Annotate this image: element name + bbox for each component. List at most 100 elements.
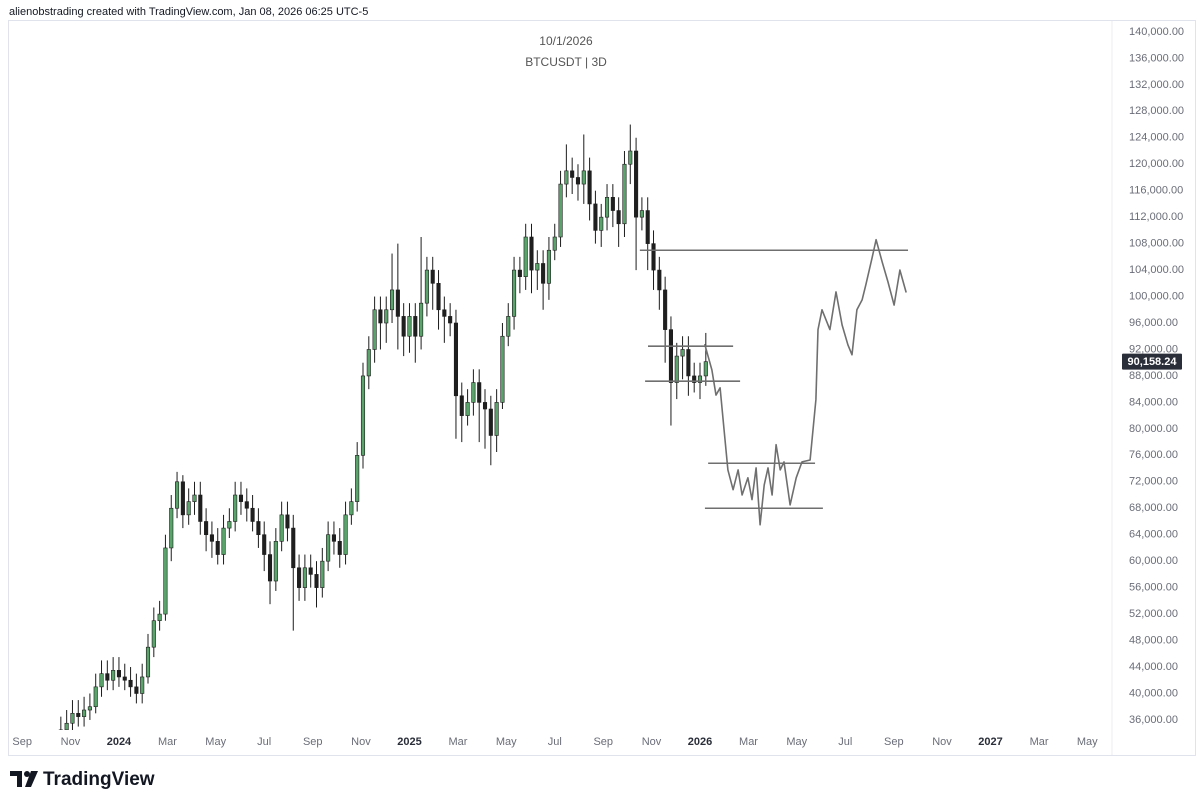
candle-body [326,534,331,562]
y-tick-label: 80,000.00 [1129,423,1178,435]
candle-body [209,534,214,542]
x-tick-label: Sep [303,736,323,748]
candle-body [500,335,505,403]
y-tick-label: 40,000.00 [1129,687,1178,699]
candle-body [105,673,110,681]
candle-body [593,203,598,231]
y-tick-label: 112,000.00 [1129,211,1183,223]
candle-body [291,527,296,569]
candle-body [506,316,511,337]
y-tick-label: 136,000.00 [1129,52,1184,64]
attribution: alienobstrading created with TradingView… [9,6,368,18]
candle-body [558,183,563,238]
candle-body [610,197,615,211]
y-tick-label: 104,000.00 [1129,264,1184,276]
candle-body [111,670,116,681]
candle-body [407,316,412,337]
candle-body [453,322,459,397]
candle-body [297,567,302,588]
candle-body [668,329,673,383]
x-tick-label: Nov [642,736,662,748]
y-tick-label: 76,000.00 [1129,449,1178,461]
candle-body [541,263,546,284]
y-tick-label: 116,000.00 [1129,185,1183,197]
x-tick-label: Mar [739,736,758,748]
candle-body [686,349,691,377]
last-price-label: 90,158.24 [1128,356,1178,368]
candle-body [523,236,528,278]
x-tick-label: Jul [838,736,852,748]
candle-body [169,507,174,549]
candle-body [401,316,406,337]
candle-body [674,355,679,383]
candle-body [151,620,156,648]
candle-body [697,375,703,383]
y-tick-label: 52,000.00 [1129,608,1178,620]
candle-body [570,170,575,178]
candle-body [628,150,633,165]
candle-body [82,709,87,717]
y-tick-label: 36,000.00 [1129,714,1178,726]
candle-body [116,670,121,678]
candle-body [343,514,348,555]
candle-body [663,289,668,330]
candle-body [535,263,540,271]
candle-body [604,197,610,218]
x-tick-label: May [786,736,807,748]
candle-body [575,177,581,185]
candle-body [488,408,493,436]
candle-body [703,361,708,377]
candle-body [512,269,517,317]
candle-body [564,170,569,185]
candle-body [198,494,203,522]
candle-body [99,673,104,688]
y-tick-label: 84,000.00 [1129,396,1178,408]
y-tick-label: 88,000.00 [1129,370,1178,382]
candle-body [436,283,441,311]
candle-body [262,534,267,555]
x-tick-label: May [205,736,226,748]
last-price-tag [1122,353,1182,370]
x-tick-label: Sep [593,736,613,748]
candle-body [145,646,151,678]
candle-body [175,481,180,509]
candle-body [680,349,685,357]
candle-body [390,289,395,311]
brand-logo [10,771,38,787]
candle-body [459,395,464,416]
x-tick-label: May [1077,736,1098,748]
x-tick-label: Sep [12,736,32,748]
candle-body [384,309,389,324]
candle-body [331,534,336,542]
chart-subtitle: BTCUSDT | 3D [525,55,607,69]
x-tick-label: 2024 [107,736,132,748]
y-tick-label: 100,000.00 [1129,290,1184,302]
x-tick-label: 2027 [978,736,1002,748]
candle-body [442,309,447,317]
plot-area [58,124,909,730]
candle-body [448,316,453,324]
x-tick-label: 2026 [688,736,712,748]
x-tick-label: 2025 [397,736,421,748]
candle-body [587,170,592,205]
candle-body [471,382,476,403]
frame [8,20,1196,756]
candle-body [413,316,418,337]
candle-body [337,541,342,555]
y-tick-label: 60,000.00 [1129,555,1178,567]
candle-body [192,494,197,502]
candle-body [355,455,360,502]
chart-title: 10/1/2026 [539,34,593,48]
candle-body [622,163,627,225]
candle-body [366,349,371,377]
y-tick-label: 72,000.00 [1129,476,1178,488]
candle-body [599,216,604,231]
candle-body [552,236,557,251]
candle-body [122,676,127,681]
candle-body [308,567,313,575]
candle-body [267,554,273,582]
candle-body [180,481,185,516]
x-tick-label: Sep [884,736,904,748]
y-tick-label: 64,000.00 [1129,529,1178,541]
